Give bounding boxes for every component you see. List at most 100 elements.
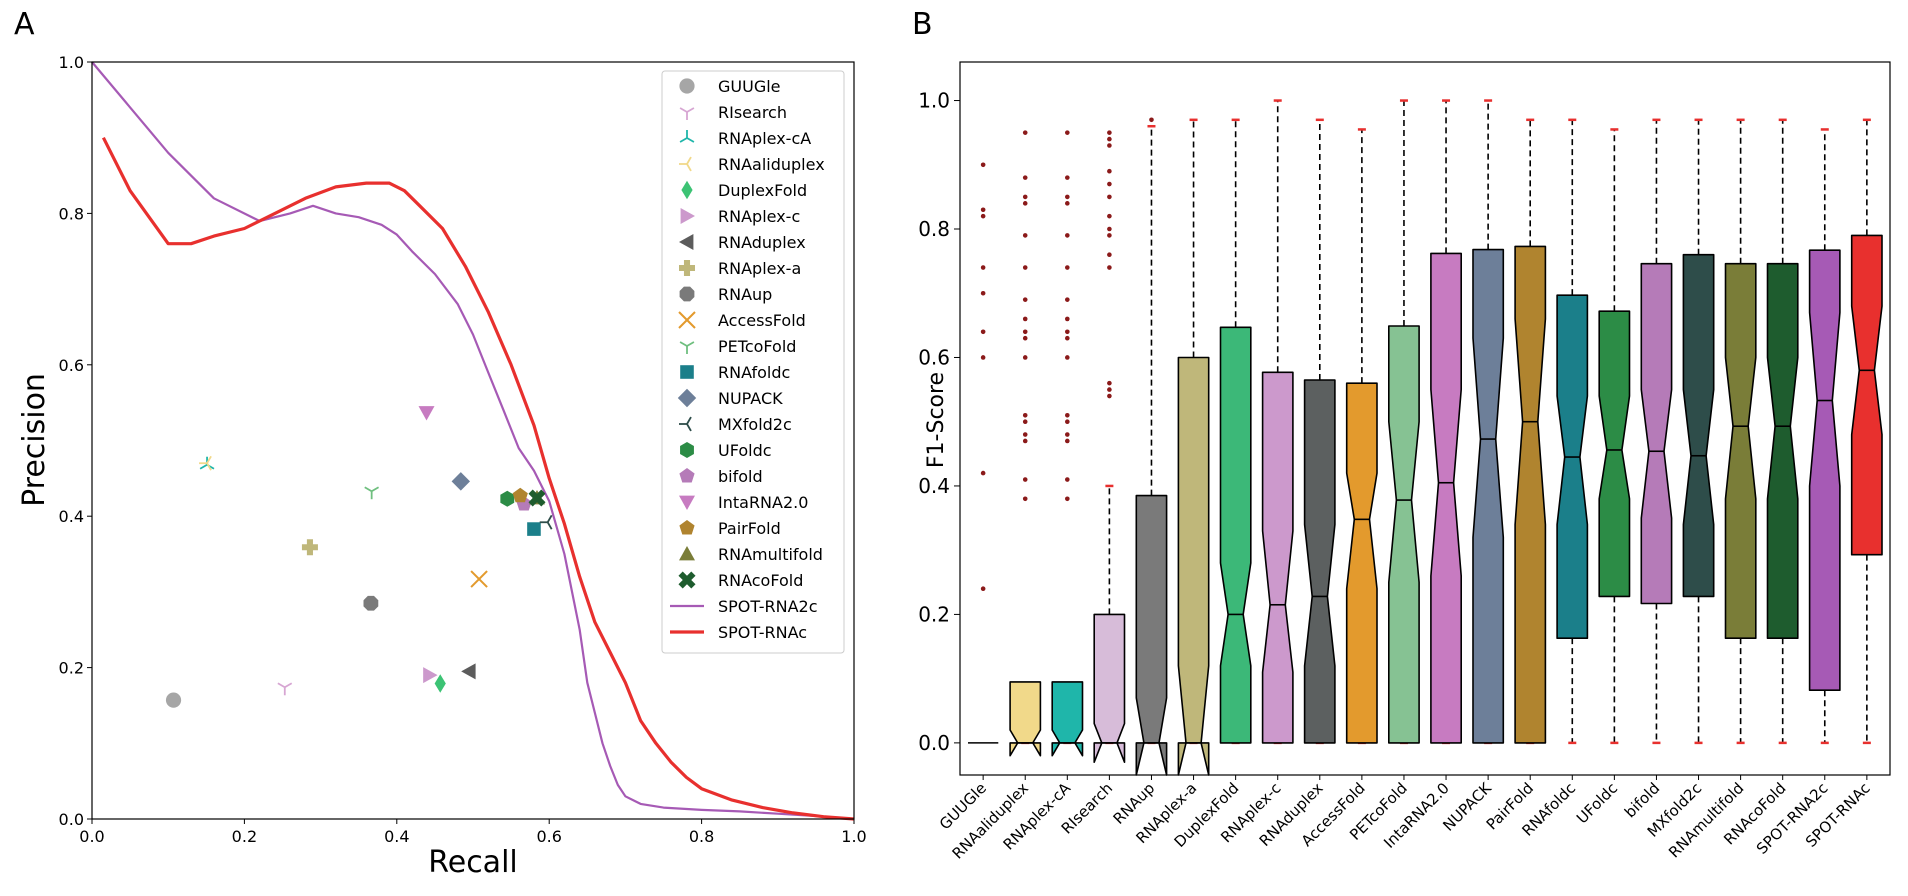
outlier-point — [980, 329, 986, 335]
outlier-point — [1065, 477, 1070, 482]
legend-marker — [679, 286, 695, 302]
notched-box — [1808, 249, 1841, 692]
outlier-point — [1065, 297, 1070, 302]
outlier-point — [980, 207, 986, 213]
outlier-point — [980, 355, 986, 360]
legend-entry-rnaduplex: RNAduplex — [679, 233, 806, 252]
outlier-point — [1065, 175, 1070, 180]
point-intarna2-0 — [418, 406, 435, 421]
notched-box — [1640, 262, 1673, 605]
outlier-point — [980, 586, 986, 592]
box-rnafoldc — [1556, 118, 1589, 745]
outlier-point — [1022, 477, 1028, 482]
legend-marker — [679, 107, 695, 120]
point-rnaplex-c — [423, 667, 438, 684]
outlier-point — [1107, 233, 1112, 238]
panel-a-letter: A — [14, 7, 35, 42]
outlier-point — [1065, 438, 1070, 444]
legend-label: RNAplex-cA — [718, 129, 811, 148]
legend-label: GUUGle — [718, 77, 781, 96]
box-rnaaliduplex — [1009, 130, 1042, 757]
panel-b-frame — [959, 61, 1891, 776]
legend-marker — [679, 260, 695, 276]
outlier-point — [1107, 136, 1112, 142]
legend-label: RNAcoFold — [718, 571, 803, 590]
legend-marker — [679, 78, 695, 94]
y-tick-label: 0.0 — [59, 810, 84, 829]
legend-marker — [679, 130, 695, 143]
point-rnaaliduplex — [199, 455, 212, 471]
legend-marker — [679, 546, 695, 561]
outlier-point — [1065, 355, 1070, 360]
box-rnamultifold — [1724, 118, 1757, 745]
outlier-point — [1107, 181, 1112, 187]
notched-box — [1556, 294, 1589, 640]
legend-label: RNAup — [718, 285, 772, 304]
outlier-point — [1065, 412, 1070, 418]
box-bifold — [1640, 118, 1673, 745]
y-tick-label: 0.8 — [918, 217, 950, 241]
notched-box — [1430, 252, 1462, 744]
legend-entry-rnaplex-c: RNAplex-c — [680, 207, 800, 226]
legend-entry-mxfold2c: MXfold2c — [679, 415, 792, 434]
x-tick-label-ufoldc: UFoldc — [1573, 779, 1621, 827]
legend-marker — [677, 388, 697, 408]
notched-box — [1303, 379, 1336, 744]
panel-a-x-axis-label: Recall — [428, 845, 518, 880]
legend-label: DuplexFold — [718, 181, 807, 200]
outlier-point — [1022, 496, 1028, 502]
outlier-point — [1065, 265, 1070, 270]
panel-a-plot-area — [91, 61, 855, 821]
notched-box — [1009, 681, 1042, 757]
legend-entry-bifold: bifold — [679, 467, 763, 486]
outlier-point — [1107, 252, 1112, 258]
notched-box — [1682, 253, 1715, 598]
outlier-point — [1022, 175, 1028, 180]
legend-marker — [678, 571, 696, 589]
notched-box — [1051, 681, 1084, 757]
legend-marker — [680, 208, 695, 224]
outlier-point — [1022, 297, 1028, 302]
point-duplexfold — [434, 674, 446, 693]
notched-box — [1850, 234, 1883, 556]
outlier-point — [1022, 265, 1028, 270]
legend-marker — [679, 416, 692, 432]
box-spot-rna2c — [1808, 128, 1841, 745]
outlier-point — [1022, 201, 1028, 206]
legend-entry-rnaaliduplex: RNAaliduplex — [679, 155, 825, 174]
legend-entry-rnaup: RNAup — [679, 285, 772, 304]
legend-box — [661, 70, 845, 654]
point-rnacofold — [528, 489, 546, 507]
legend-entry-intarna2-0: IntaRNA2.0 — [679, 493, 808, 512]
notched-box — [1514, 245, 1547, 744]
legend-label: bifold — [718, 467, 763, 486]
x-tick-label: 0.2 — [232, 827, 257, 846]
y-tick-label: 0.6 — [59, 356, 84, 375]
notched-box — [1135, 494, 1168, 776]
outlier-point — [1022, 130, 1028, 135]
outlier-point — [980, 470, 986, 476]
legend-label: RNAplex-c — [718, 207, 800, 226]
panel-b-letter: B — [912, 7, 933, 42]
box-rnaduplex — [1303, 118, 1336, 745]
panel-a-precision-recall-chart: 0.0 0.2 0.4 0.6 0.8 1.0 0.0 0.2 0.4 0.6 0.8 1.0 Rec… — [17, 53, 867, 880]
legend-marker — [681, 180, 693, 200]
outlier-point — [1065, 496, 1070, 502]
box-guugle — [967, 162, 999, 744]
outlier-point — [1107, 213, 1112, 219]
legend-label: RNAfoldc — [718, 363, 790, 382]
notched-box — [1177, 356, 1210, 776]
outlier-point — [1107, 387, 1112, 392]
legend-label: AccessFold — [718, 311, 806, 330]
legend-label: PETcoFold — [718, 337, 796, 356]
legend-entry-petcofold: PETcoFold — [679, 337, 796, 356]
legend-label: IntaRNA2.0 — [718, 493, 808, 512]
outlier-point — [1022, 329, 1028, 335]
y-tick-label: 1.0 — [918, 89, 950, 113]
box-rnaplex-ca — [1051, 130, 1084, 757]
outlier-point — [1022, 316, 1028, 322]
notched-box — [1472, 248, 1505, 744]
outlier-point — [1022, 233, 1028, 238]
outlier-point — [1022, 194, 1028, 200]
